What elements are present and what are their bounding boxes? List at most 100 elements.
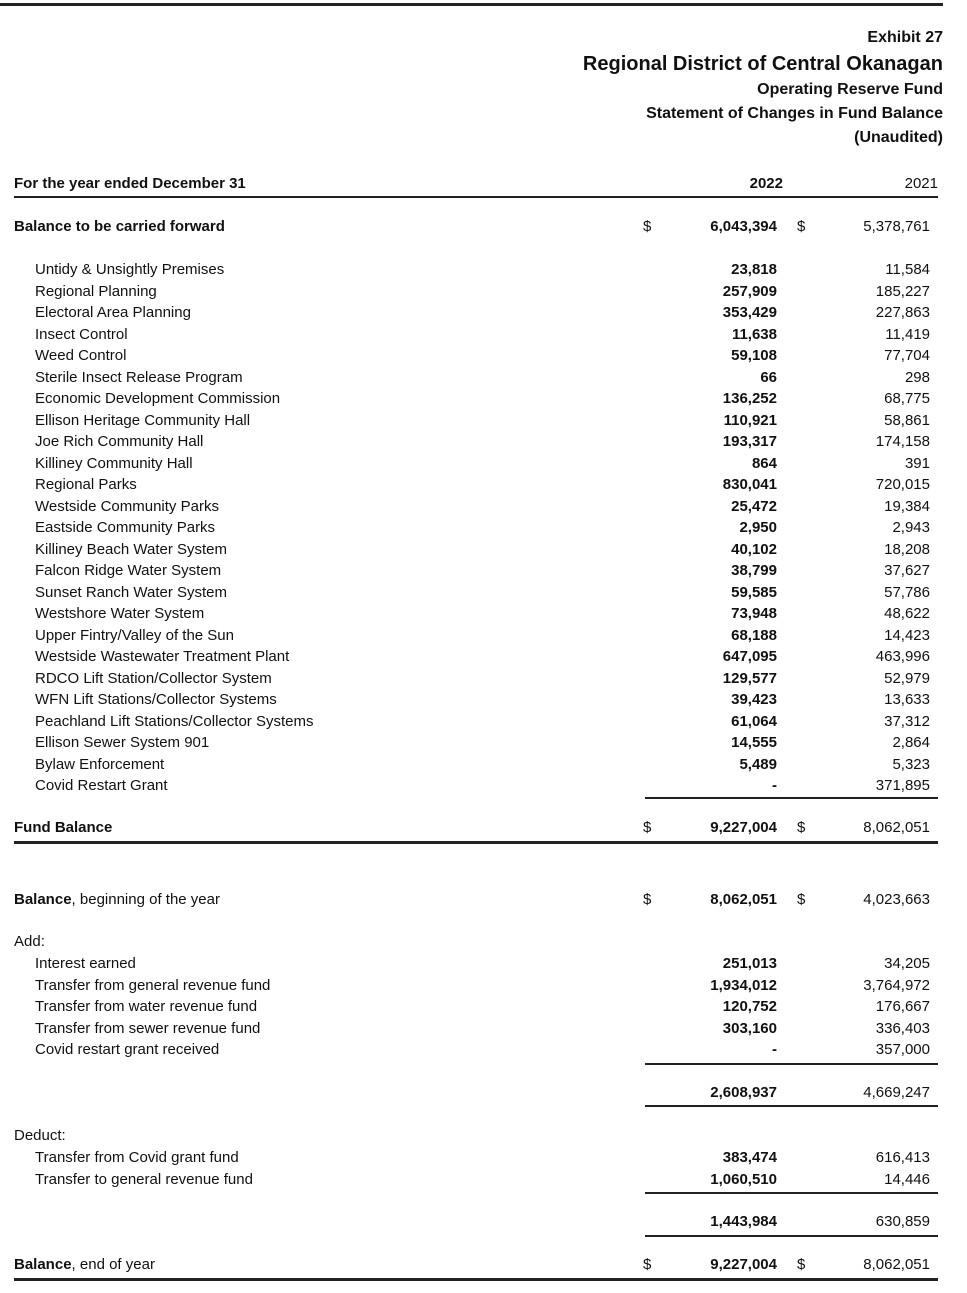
top-rule	[0, 3, 943, 6]
deduction-item-label: Transfer from Covid grant fund	[35, 1149, 239, 1166]
value-2022: 353,429	[722, 304, 777, 321]
value-2021: 13,633	[884, 691, 930, 708]
value-2021: 8,062,051	[863, 1256, 930, 1273]
value-2021: 3,764,972	[863, 976, 930, 994]
value-2022: 136,252	[722, 390, 777, 407]
deduct-section-label: Deduct:	[14, 1127, 66, 1144]
value-2022: 8,062,051	[710, 891, 777, 908]
currency-symbol: $	[797, 891, 806, 908]
value-2021: 8,062,051	[863, 819, 930, 836]
value-2022: 864	[751, 454, 777, 472]
fund-item-label: Peachland Lift Stations/Collector System…	[35, 712, 314, 730]
value-2021: 19,384	[884, 497, 930, 515]
value-2022: -	[772, 1041, 777, 1058]
value-2021: 463,996	[875, 648, 930, 665]
value-2022: 120,752	[722, 998, 777, 1015]
value-2021: 77,704	[884, 347, 930, 364]
label-rest: , end of year	[71, 1256, 155, 1273]
value-2022: 38,799	[731, 562, 777, 579]
currency-symbol: $	[797, 1256, 806, 1273]
fund-item-label: Untidy & Unsightly Premises	[35, 261, 225, 278]
fund-item-label: Regional Parks	[35, 476, 137, 493]
balance-beginning-label: Balance, beginning of the year	[14, 891, 220, 909]
deduction-item-label: Transfer to general revenue fund	[35, 1170, 253, 1188]
organization-title: Regional District of Central Okanagan	[582, 53, 943, 75]
value-2021: 371,895	[875, 777, 930, 794]
statement-title: Statement of Changes in Fund Balance	[646, 105, 943, 122]
value-2022: 14,555	[731, 734, 777, 751]
value-2021: 58,861	[884, 411, 930, 429]
value-2022: 23,818	[731, 261, 777, 278]
value-2022: 59,108	[731, 347, 777, 364]
fund-item-label: Killiney Beach Water System	[35, 540, 228, 558]
value-2021: 14,423	[884, 626, 930, 644]
fund-item-label: Electoral Area Planning	[35, 304, 191, 321]
value-2022: 66	[760, 368, 777, 386]
addition-item-label: Transfer from water revenue fund	[35, 998, 258, 1015]
fund-item-label: Weed Control	[35, 347, 127, 364]
fund-item-label: RDCO Lift Station/Collector System	[35, 669, 272, 687]
fund-item-label: Regional Planning	[35, 282, 157, 300]
value-2022: 193,317	[722, 433, 777, 450]
addition-item-label: Interest earned	[35, 955, 136, 972]
fund-item-label: Ellison Heritage Community Hall	[35, 411, 251, 429]
carried-forward-label: Balance to be carried forward	[14, 218, 225, 235]
value-2022: 9,227,004	[710, 1256, 777, 1273]
currency-symbol: $	[643, 819, 652, 836]
fund-item-label: Westshore Water System	[35, 605, 205, 622]
fund-item-label: Joe Rich Community Hall	[35, 433, 204, 450]
value-2022: 129,577	[722, 669, 777, 687]
value-2021: 37,312	[884, 712, 930, 730]
fund-item-label: Covid Restart Grant	[35, 777, 168, 794]
value-2021: 720,015	[875, 476, 930, 493]
label-rest: , beginning of the year	[71, 891, 220, 908]
value-2022: 830,041	[722, 476, 777, 493]
value-2021: 2,864	[892, 734, 930, 751]
fund-item-label: WFN Lift Stations/Collector Systems	[35, 691, 277, 708]
currency-symbol: $	[797, 819, 806, 836]
fund-item-label: Upper Fintry/Valley of the Sun	[35, 626, 234, 644]
value-2021: 227,863	[875, 304, 930, 321]
fund-name: Operating Reserve Fund	[757, 81, 943, 98]
value-2022: 383,474	[722, 1149, 777, 1166]
value-2022: 5,489	[739, 755, 777, 773]
currency-symbol: $	[643, 218, 652, 235]
value-2021: 37,627	[884, 562, 930, 579]
value-2022: 25,472	[731, 497, 777, 515]
header-rule	[14, 196, 938, 198]
subtotal-rule	[645, 1235, 938, 1237]
currency-symbol: $	[797, 218, 806, 235]
value-2021: 357,000	[875, 1041, 930, 1058]
fund-item-label: Ellison Sewer System 901	[35, 734, 210, 751]
value-2022: 61,064	[731, 712, 777, 730]
value-2022: 11,638	[731, 325, 777, 343]
value-2021: 5,323	[892, 755, 930, 773]
value-2022: 73,948	[731, 605, 777, 622]
value-2021: 336,403	[875, 1019, 930, 1037]
fund-item-label: Eastside Community Parks	[35, 519, 216, 536]
subtotal-rule	[645, 797, 938, 799]
fund-item-label: Falcon Ridge Water System	[35, 562, 222, 579]
value-2022: 39,423	[731, 691, 777, 708]
total-rule	[14, 841, 938, 844]
label-bold: Balance	[14, 1256, 72, 1273]
fund-item-label: Economic Development Commission	[35, 390, 281, 407]
value-2022: 1,060,510	[710, 1170, 777, 1188]
value-2021: 48,622	[884, 605, 930, 622]
value-2022: 59,585	[731, 583, 777, 601]
subtotal-rule	[645, 1063, 938, 1065]
fund-balance-label: Fund Balance	[14, 819, 113, 836]
total-rule	[14, 1278, 938, 1281]
value-2021: 18,208	[884, 540, 930, 558]
fund-item-label: Westside Community Parks	[35, 497, 219, 515]
value-2021: 616,413	[875, 1149, 930, 1166]
currency-symbol: $	[643, 891, 652, 908]
label-bold: Balance	[14, 891, 72, 908]
value-2022: 68,188	[731, 626, 777, 644]
value-2021: 57,786	[884, 583, 930, 601]
fund-item-label: Killiney Community Hall	[35, 454, 193, 472]
value-2022: 303,160	[722, 1019, 777, 1037]
column-header-label: For the year ended December 31	[14, 175, 246, 192]
add-section-label: Add:	[14, 933, 45, 950]
value-2022: 2,950	[739, 519, 777, 536]
